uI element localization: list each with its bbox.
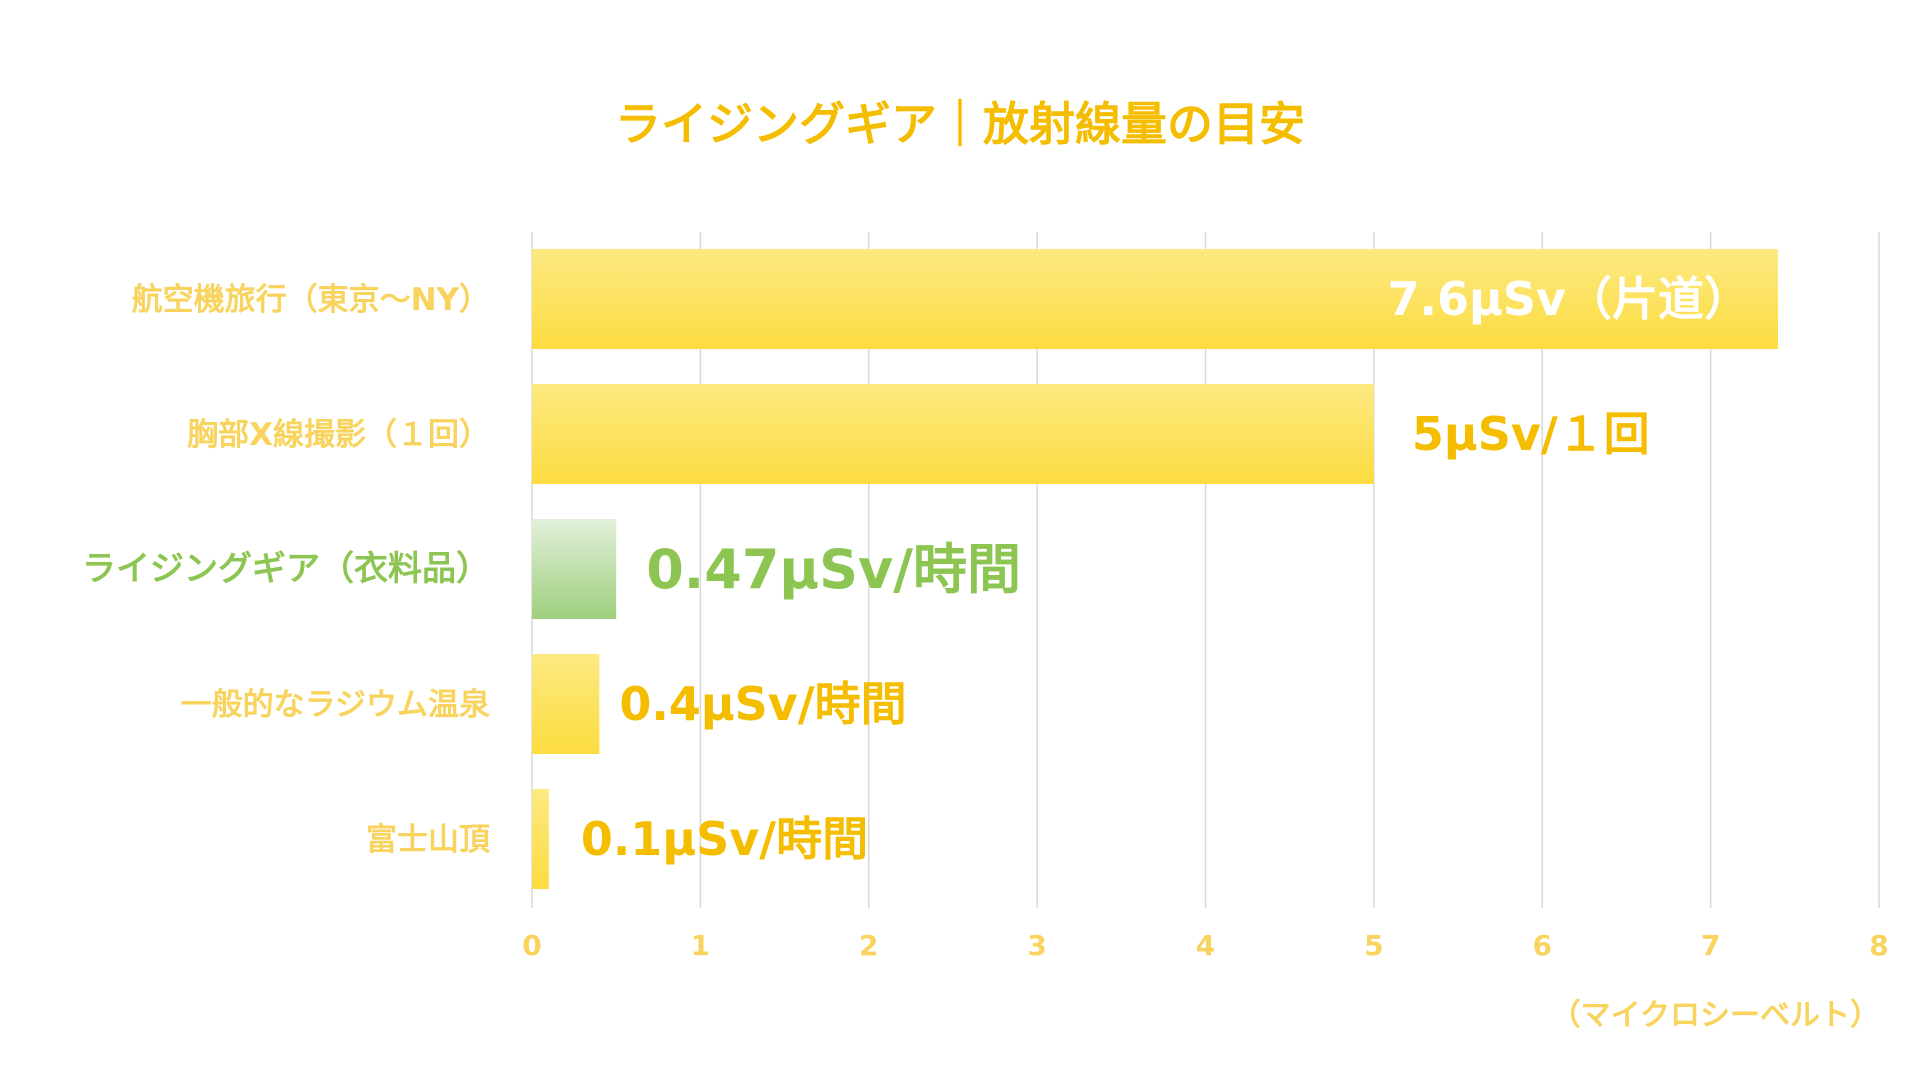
x-tick-label: 6 [1533,929,1552,962]
data-label: 0.47μSv/時間 [646,538,1021,601]
x-tick-label: 4 [1196,929,1215,962]
bar [532,654,600,754]
category-label: 航空機旅行（東京〜NY） [132,282,490,318]
category-label: 富士山頂 [366,822,491,858]
x-tick-label: 7 [1701,929,1720,962]
category-label: 一般的なラジウム温泉 [181,687,490,723]
x-axis-tick-labels: 0 1 2 3 4 5 6 7 8 [522,929,1888,962]
data-label: 5μSv/１回 [1412,407,1650,461]
x-tick-label: 5 [1364,929,1383,962]
category-label: 胸部X線撮影（１回） [187,417,490,453]
category-label: ライジングギア（衣料品） [82,549,490,589]
x-axis-title: （マイクロシーベルト） [1551,998,1880,1033]
bar [532,249,1778,349]
x-tick-label: 3 [1027,929,1046,962]
bar [532,519,617,619]
bar [532,789,549,889]
data-label: 7.6μSv（片道） [1388,272,1750,326]
data-label: 0.1μSv/時間 [581,812,868,866]
bars [532,249,1778,889]
data-label: 0.4μSv/時間 [619,677,906,731]
x-tick-label: 0 [522,929,541,962]
data-labels: 7.6μSv（片道） 5μSv/１回 0.47μSv/時間 0.4μSv/時間 0.1μ… [581,272,1750,866]
x-tick-label: 2 [859,929,878,962]
category-labels: 航空機旅行（東京〜NY） 胸部X線撮影（１回） ライジングギア（衣料品） 一般的なラジ… [82,282,491,858]
chart-title: ライジングギア｜放射線量の目安 [615,97,1305,151]
x-tick-label: 1 [691,929,710,962]
x-tick-label: 8 [1869,929,1888,962]
bar [532,384,1374,484]
